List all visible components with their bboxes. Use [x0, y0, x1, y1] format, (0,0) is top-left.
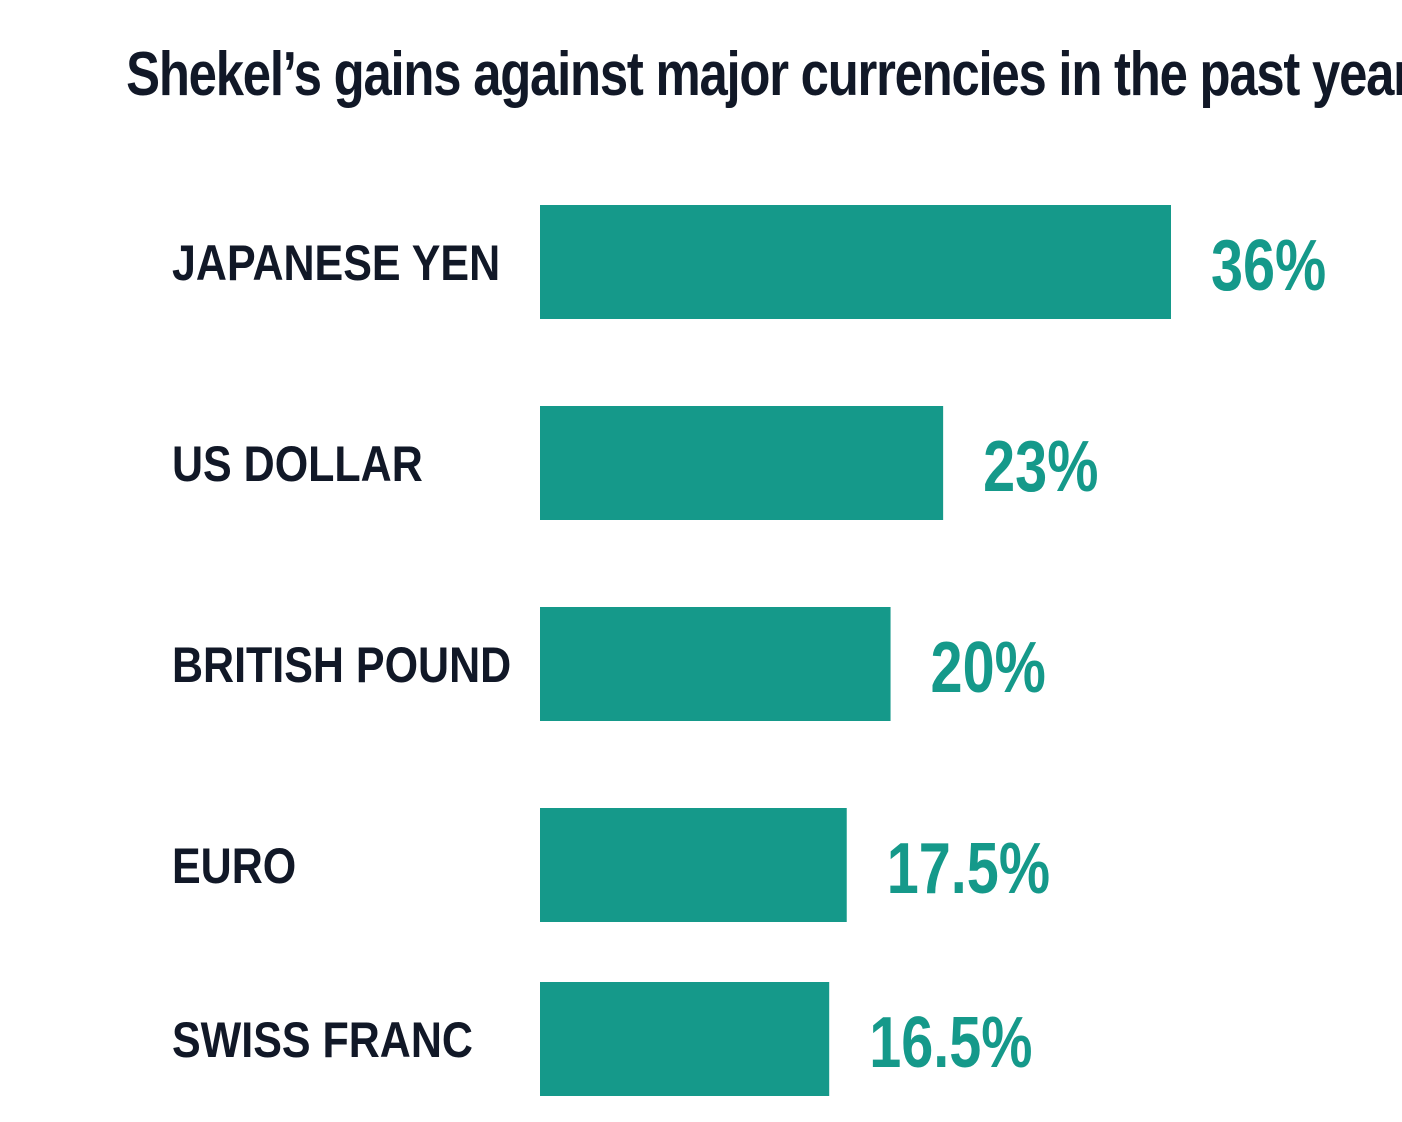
- bar: [540, 607, 891, 721]
- value-label: 17.5%: [887, 828, 1050, 909]
- category-label: BRITISH POUND: [172, 637, 511, 693]
- bar: [540, 406, 944, 520]
- category-label: EURO: [172, 838, 296, 894]
- bar: [540, 808, 847, 922]
- category-label: US DOLLAR: [172, 436, 423, 492]
- chart-title: Shekel’s gains against major currencies …: [126, 40, 1402, 109]
- value-label: 20%: [931, 627, 1046, 708]
- value-label: 16.5%: [869, 1002, 1032, 1083]
- bar: [540, 982, 830, 1096]
- category-label: SWISS FRANC: [172, 1012, 473, 1068]
- value-label: 23%: [983, 426, 1098, 507]
- value-label: 36%: [1211, 225, 1326, 306]
- category-label: JAPANESE YEN: [172, 235, 500, 291]
- bar: [540, 205, 1171, 319]
- bars-layer: JAPANESE YEN 36% US DOLLAR 23% BRITISH POUND…: [172, 205, 1326, 1096]
